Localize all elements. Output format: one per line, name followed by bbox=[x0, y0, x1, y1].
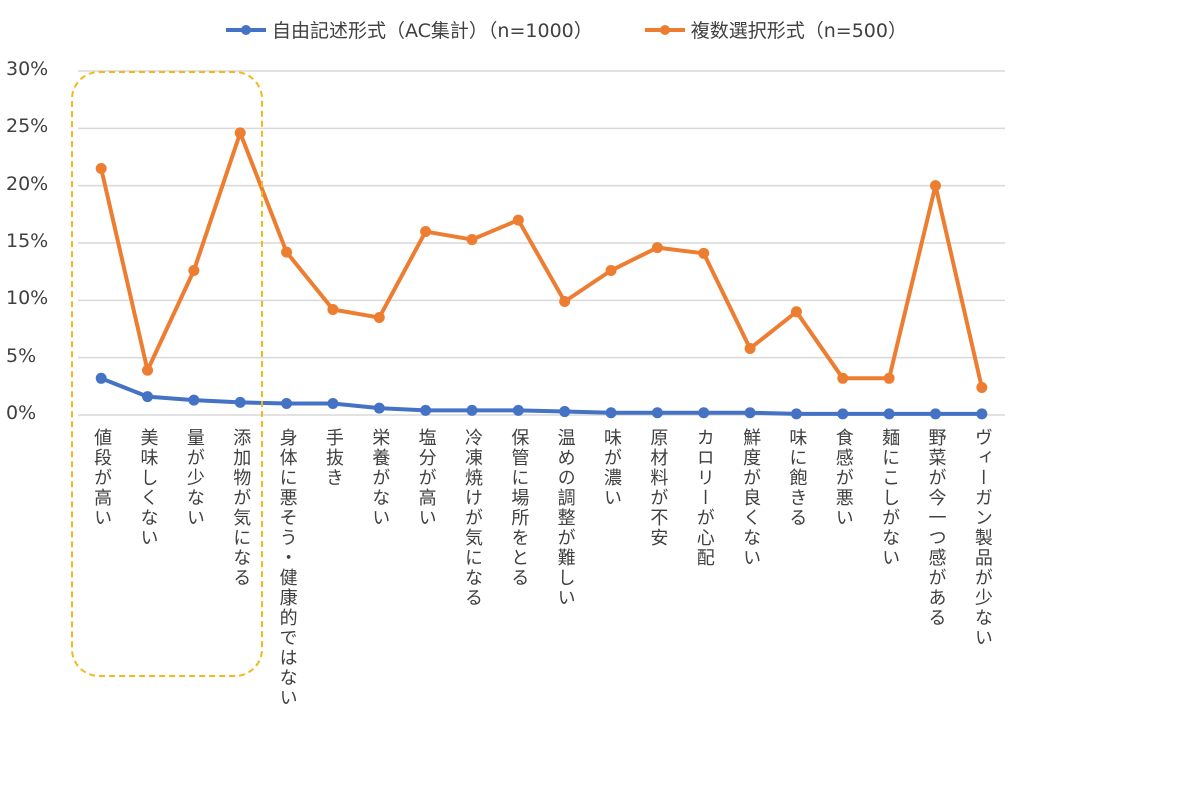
data-point-1 bbox=[142, 364, 154, 376]
data-point-1 bbox=[327, 304, 339, 316]
legend-label: 自由記述形式（AC集計）（n=1000） bbox=[272, 20, 593, 42]
data-point-0 bbox=[188, 394, 200, 406]
y-tick-label: 15% bbox=[6, 230, 49, 252]
legend-swatch-blue bbox=[226, 24, 266, 35]
x-category-label: 鮮度が良くない bbox=[740, 428, 762, 568]
data-point-0 bbox=[281, 398, 293, 410]
legend-label: 複数選択形式（n=500） bbox=[690, 20, 907, 42]
data-point-1 bbox=[234, 127, 246, 139]
data-point-1 bbox=[929, 180, 941, 192]
legend: 自由記述形式（AC集計）（n=1000） 複数選択形式（n=500） bbox=[226, 16, 907, 43]
x-category-label: 手抜き bbox=[322, 428, 344, 488]
x-category-label: 味に飽きる bbox=[786, 428, 808, 528]
x-category-label: 美味しくない bbox=[137, 428, 159, 548]
x-category-label: 栄養がない bbox=[369, 428, 391, 528]
x-category-label: 値段が高い bbox=[91, 428, 113, 528]
data-point-1 bbox=[837, 372, 849, 384]
data-point-1 bbox=[512, 214, 524, 226]
data-point-0 bbox=[559, 406, 571, 418]
series-line-0 bbox=[100, 376, 982, 416]
data-point-1 bbox=[95, 162, 107, 174]
data-point-0 bbox=[837, 408, 849, 420]
data-point-1 bbox=[188, 265, 200, 277]
data-point-1 bbox=[651, 242, 663, 254]
data-point-1 bbox=[790, 306, 802, 318]
x-category-label: 冷凍焼けが気になる bbox=[461, 428, 483, 608]
y-tick-label: 30% bbox=[6, 58, 49, 80]
x-category-label: ヴィーガン製品が少ない bbox=[971, 428, 993, 648]
legend-item-multi-select: 複数選択形式（n=500） bbox=[644, 16, 907, 43]
x-category-label: 温めの調整が難しい bbox=[554, 428, 576, 608]
y-tick-label: 10% bbox=[6, 287, 49, 310]
data-point-0 bbox=[883, 408, 895, 420]
series-line-1 bbox=[99, 130, 984, 388]
data-point-1 bbox=[559, 295, 571, 307]
x-category-label: 保管に場所をとる bbox=[508, 428, 530, 588]
x-category-label: 添加物が気になる bbox=[230, 428, 252, 588]
data-point-0 bbox=[790, 408, 802, 420]
x-category-label: カロリーが心配 bbox=[693, 428, 715, 568]
data-point-0 bbox=[651, 407, 663, 419]
data-point-0 bbox=[466, 404, 478, 416]
x-category-label: 身体に悪そう・健康的ではない bbox=[276, 428, 298, 708]
x-category-label: 味が濃い bbox=[601, 428, 623, 508]
y-tick-label: 25% bbox=[6, 115, 49, 138]
data-point-0 bbox=[605, 407, 617, 419]
data-point-0 bbox=[512, 404, 524, 416]
data-point-1 bbox=[698, 247, 710, 259]
data-point-1 bbox=[373, 312, 385, 324]
data-point-1 bbox=[281, 246, 293, 258]
x-category-label: 食感が悪い bbox=[832, 428, 854, 528]
data-point-1 bbox=[605, 265, 617, 277]
x-category-label: 麺にこしがない bbox=[879, 428, 901, 568]
data-point-1 bbox=[420, 226, 432, 238]
x-category-label: 量が少ない bbox=[183, 428, 205, 528]
y-tick-label: 5% bbox=[6, 344, 37, 367]
data-point-0 bbox=[95, 372, 107, 384]
data-point-1 bbox=[466, 234, 478, 246]
legend-item-free-text: 自由記述形式（AC集計）（n=1000） bbox=[226, 16, 593, 43]
data-point-0 bbox=[976, 408, 988, 420]
data-point-0 bbox=[420, 404, 432, 416]
data-point-1 bbox=[976, 381, 988, 393]
data-point-0 bbox=[373, 402, 385, 414]
data-point-0 bbox=[744, 407, 756, 419]
x-category-label: 原材料が不安 bbox=[647, 428, 669, 548]
data-point-0 bbox=[327, 398, 339, 410]
x-category-label: 野菜が今一つ感がある bbox=[925, 428, 947, 628]
x-category-label: 塩分が高い bbox=[415, 428, 437, 528]
legend-swatch-orange bbox=[644, 24, 685, 35]
data-point-0 bbox=[929, 408, 941, 420]
data-point-0 bbox=[698, 407, 710, 419]
data-point-1 bbox=[883, 372, 895, 384]
data-point-0 bbox=[234, 396, 246, 408]
data-point-1 bbox=[744, 342, 756, 354]
y-tick-label: 0% bbox=[6, 402, 37, 424]
highlight-box bbox=[71, 71, 263, 677]
y-tick-label: 20% bbox=[6, 172, 49, 195]
data-point-0 bbox=[142, 391, 154, 403]
